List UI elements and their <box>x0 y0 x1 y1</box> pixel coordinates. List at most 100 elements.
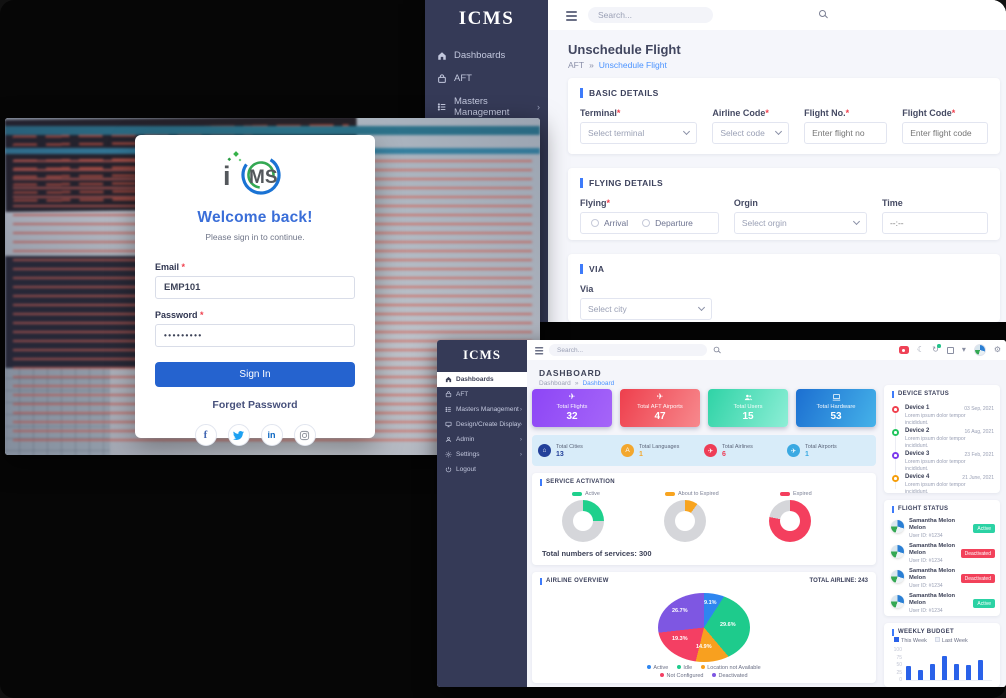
status-badge: Deactivated <box>960 574 995 583</box>
flight-code-input[interactable] <box>902 122 988 145</box>
arrival-radio[interactable]: Arrival <box>591 218 628 228</box>
stat-card-total-hardware: Total Hardware 53 <box>796 389 876 427</box>
svg-text:i: i <box>223 161 231 191</box>
terminal-select[interactable]: Select terminal <box>580 122 698 145</box>
orgin-select[interactable]: Select orgin <box>733 212 867 235</box>
unschedule-content: Unschedule Flight AFT » Unschedule Fligh… <box>548 30 1006 322</box>
pie-slice-label: 19.3% <box>672 636 688 642</box>
airline-code-field: Airline Code* Select code <box>712 108 790 145</box>
basic-details-card: BASIC DETAILS Terminal* Select terminal … <box>568 78 1000 154</box>
chevron-down-icon[interactable]: ▾ <box>961 345 966 354</box>
twitter-icon[interactable] <box>227 424 250 446</box>
sidebar-item-aft[interactable]: AFT <box>437 387 527 402</box>
service-activation-card: SERVICE ACTIVATION Active About to Expir… <box>532 473 876 565</box>
flight-status-card: FLIGHT STATUS Samantha Melon Melon User … <box>884 500 1000 616</box>
search-input[interactable] <box>549 344 707 356</box>
pie-slice-label: 26.7% <box>672 608 688 614</box>
menu-toggle-icon[interactable] <box>566 11 577 21</box>
radio-icon <box>642 219 651 228</box>
time-field: Time <box>881 198 989 235</box>
email-field[interactable] <box>155 276 355 299</box>
flying-radio-group: Arrival Departure <box>580 212 719 235</box>
forgot-password-link[interactable]: Forget Password <box>212 399 298 411</box>
section-heading: WEEKLY BUDGET <box>892 629 954 637</box>
bag-icon <box>445 391 452 398</box>
flight-no-input[interactable] <box>804 122 888 145</box>
home-icon <box>445 376 452 383</box>
avatar[interactable] <box>973 344 986 356</box>
linkedin-icon[interactable]: in <box>260 424 283 446</box>
breadcrumb-separator: » <box>589 60 594 70</box>
users-icon <box>708 393 788 402</box>
page-title: Unschedule Flight <box>568 42 681 57</box>
refresh-icon[interactable]: ↻ <box>932 344 941 354</box>
departure-radio[interactable]: Departure <box>642 218 693 228</box>
breadcrumb: AFT » Unschedule Flight <box>568 60 667 70</box>
facebook-icon[interactable]: f <box>194 424 217 446</box>
list-icon <box>445 406 452 413</box>
social-links: f in <box>155 424 355 446</box>
breadcrumb-parent[interactable]: AFT <box>568 60 585 70</box>
flight-status-item: Samantha Melon Melon User ID: #1234 Deac… <box>891 543 995 567</box>
dashboard-main: ☾ ↻ ▾ ⚙ DASHBOARD Dashboard » Dashboard <box>527 340 1006 687</box>
section-heading: FLYING DETAILS <box>580 178 988 189</box>
dashboard-window: ICMS Dashboards AFT Masters Management › <box>437 340 1006 687</box>
status-badge: Deactivated <box>960 549 995 558</box>
flight-code-field: Flight Code* <box>902 108 988 145</box>
donut-legend-about-to-expired: About to Expired <box>665 491 719 497</box>
breadcrumb-parent[interactable]: Dashboard <box>539 380 571 387</box>
avatar <box>891 595 904 608</box>
search-icon[interactable] <box>713 346 720 353</box>
avatar <box>891 545 904 558</box>
page-title: DASHBOARD <box>539 368 602 378</box>
topbar-icons: ☾ ↻ ▾ ⚙ <box>898 340 1001 360</box>
device-status-icon <box>892 452 899 459</box>
flying-details-card: FLYING DETAILS Flying* Arrival Departure… <box>568 168 1000 240</box>
sidebar-item-masters-management[interactable]: Masters Management › <box>425 90 548 124</box>
notification-icon[interactable] <box>898 346 909 354</box>
airport-icon: ✈ <box>787 444 800 457</box>
gear-icon[interactable]: ⚙ <box>993 345 1001 354</box>
section-heading: FLIGHT STATUS <box>892 506 948 514</box>
total-airline-label: TOTAL AIRLINE: 243 <box>809 578 868 584</box>
mini-stat-total-airlines: ✈ Total Airlines 6 <box>704 444 787 458</box>
mini-stat-total-cities: ⌂ Total Cities 13 <box>538 444 621 458</box>
sign-in-button[interactable]: Sign In <box>155 362 355 387</box>
list-icon <box>437 102 447 112</box>
password-field[interactable] <box>155 324 355 347</box>
airline-code-select[interactable]: Select code <box>712 122 790 145</box>
instagram-icon[interactable] <box>293 424 316 446</box>
pie-slice-label: 14.9% <box>696 644 712 650</box>
dashboard-content: DASHBOARD Dashboard » Dashboard ✈ Total … <box>527 360 1006 687</box>
menu-toggle-icon[interactable] <box>535 347 544 355</box>
moon-icon[interactable]: ☾ <box>916 345 925 354</box>
mini-stat-total-languages: A Total Languages 1 <box>621 444 704 458</box>
via-card: VIA Via Select city <box>568 254 1000 322</box>
section-heading: AIRLINE OVERVIEW <box>540 578 609 586</box>
legend-chip <box>665 492 675 496</box>
device-status-icon <box>892 429 899 436</box>
sidebar-item-dashboards[interactable]: Dashboards <box>437 372 527 387</box>
sidebar-item-design-create-display[interactable]: Design/Create Display › <box>437 417 527 432</box>
fullscreen-icon[interactable] <box>946 346 954 354</box>
device-status-card: DEVICE STATUS Device 1 03 Sep, 2021 Lore… <box>884 385 1000 495</box>
via-select[interactable]: Select city <box>580 298 712 321</box>
sidebar-item-dashboards[interactable]: Dashboards <box>425 44 548 67</box>
search-icon[interactable] <box>819 10 826 17</box>
flight-status-item: Samantha Melon Melon User ID: #1234 Deac… <box>891 568 995 592</box>
search-input[interactable] <box>588 7 713 23</box>
sidebar-item-admin[interactable]: Admin › <box>437 432 527 447</box>
sidebar-item-aft[interactable]: AFT <box>425 67 548 90</box>
chevron-down-icon <box>775 128 783 136</box>
sidebar-item-logout[interactable]: Logout <box>437 462 527 477</box>
pie-legend-row: Not Configured Deactivated <box>532 673 876 679</box>
sidebar-item-masters-management[interactable]: Masters Management › <box>437 402 527 417</box>
breadcrumb: Dashboard » Dashboard <box>539 380 614 387</box>
sidebar-item-settings[interactable]: Settings › <box>437 447 527 462</box>
dashboard-sidebar: ICMS Dashboards AFT Masters Management › <box>437 340 527 687</box>
plane-icon: ✈ <box>656 392 664 401</box>
breadcrumb-current: Dashboard <box>582 380 615 387</box>
legend-chip <box>934 637 940 642</box>
section-heading: BASIC DETAILS <box>580 88 988 99</box>
time-input[interactable] <box>881 212 989 235</box>
